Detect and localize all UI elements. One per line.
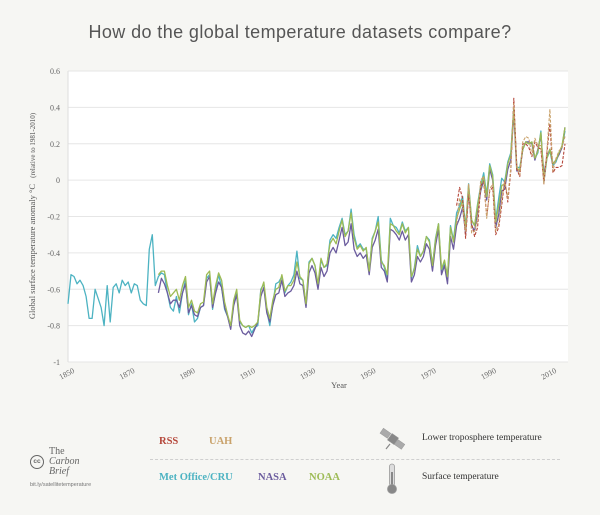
series-line-noaa (157, 108, 566, 329)
x-tick-label: 1990 (479, 366, 497, 381)
series-line-uah (456, 103, 566, 234)
brand-line-3: Brief (49, 466, 69, 477)
brand-url: bit.ly/satellitetemperature (30, 482, 92, 488)
brand-line-1: The (49, 446, 65, 457)
y-tick-label: -0.4 (47, 249, 60, 258)
y-tick-label: -1 (53, 358, 60, 367)
y-tick-label: -0.8 (47, 322, 60, 331)
y-tick-label: -0.2 (47, 213, 60, 222)
series-lines (67, 97, 566, 338)
legend-uah: UAH (209, 436, 233, 447)
y-axis-ticks: 0.6 0.4 0.2 0 -0.2 -0.4 -0.6 -0.8 -1 (47, 67, 60, 367)
cc-icon: cc (30, 455, 44, 469)
x-tick-label: 1850 (58, 366, 76, 381)
line-chart: 0.6 0.4 0.2 0 -0.2 -0.4 -0.6 -0.8 -1 1850 1870 189… (27, 67, 568, 390)
legend-satellite-description: Lower troposphere temperature (422, 433, 542, 443)
x-axis-title: Year (331, 380, 347, 390)
thermometer-icon (387, 463, 397, 494)
grid (67, 70, 568, 363)
chart-title: How do the global temperature datasets c… (88, 22, 512, 42)
legend-surface-description: Surface temperature (422, 472, 499, 482)
y-axis-title-note: (relative to 1981-2010) (29, 112, 37, 178)
x-axis-ticks: 1850 1870 1890 1910 1930 1950 1970 1990 2010 (58, 366, 558, 381)
x-tick-label: 2010 (540, 366, 558, 381)
y-tick-label: 0 (56, 176, 60, 185)
y-tick-label: 0.2 (50, 140, 60, 149)
x-tick-label: 1970 (419, 366, 437, 381)
legend-met-office: Met Office/CRU (159, 472, 233, 483)
legend-noaa: NOAA (309, 472, 340, 483)
y-tick-label: -0.6 (47, 285, 60, 294)
y-axis-title-main: Global surface temperature anomaly °C (27, 184, 37, 319)
y-tick-label: 0.6 (50, 67, 60, 76)
x-tick-label: 1930 (299, 366, 317, 381)
x-tick-label: 1870 (118, 366, 136, 381)
y-axis-title: Global surface temperature anomaly °C (r… (27, 112, 37, 319)
x-tick-label: 1890 (178, 366, 196, 381)
y-tick-label: 0.4 (50, 103, 60, 112)
legend-nasa: NASA (258, 472, 287, 483)
satellite-icon (379, 427, 406, 450)
x-tick-label: 1950 (359, 366, 377, 381)
series-line-nasa (157, 112, 566, 338)
x-tick-label: 1910 (238, 366, 256, 381)
legend-rss: RSS (159, 436, 179, 447)
legend-divider (150, 459, 560, 460)
brand-line-2: Carbon (49, 456, 80, 467)
